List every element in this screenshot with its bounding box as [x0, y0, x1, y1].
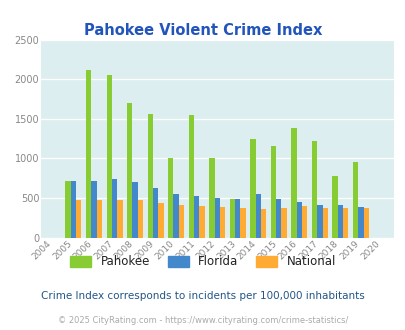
- Text: Crime Index corresponds to incidents per 100,000 inhabitants: Crime Index corresponds to incidents per…: [41, 291, 364, 301]
- Bar: [296, 202, 301, 238]
- Bar: [255, 194, 260, 238]
- Bar: [332, 176, 337, 238]
- Bar: [220, 207, 225, 238]
- Text: © 2025 CityRating.com - https://www.cityrating.com/crime-statistics/: © 2025 CityRating.com - https://www.city…: [58, 316, 347, 325]
- Bar: [188, 115, 194, 238]
- Bar: [65, 181, 70, 238]
- Bar: [281, 208, 286, 238]
- Bar: [158, 203, 163, 238]
- Bar: [337, 205, 342, 238]
- Bar: [357, 207, 363, 238]
- Bar: [86, 71, 91, 238]
- Bar: [352, 162, 357, 238]
- Bar: [106, 75, 112, 238]
- Bar: [168, 158, 173, 238]
- Bar: [229, 199, 234, 238]
- Bar: [209, 158, 214, 238]
- Bar: [249, 139, 255, 238]
- Text: Pahokee Violent Crime Index: Pahokee Violent Crime Index: [83, 23, 322, 38]
- Legend: Pahokee, Florida, National: Pahokee, Florida, National: [65, 250, 340, 273]
- Bar: [173, 194, 178, 238]
- Bar: [127, 103, 132, 238]
- Bar: [301, 206, 307, 238]
- Bar: [96, 200, 102, 238]
- Bar: [76, 200, 81, 238]
- Bar: [240, 208, 245, 238]
- Bar: [270, 146, 275, 238]
- Bar: [70, 181, 76, 238]
- Bar: [112, 179, 117, 238]
- Bar: [260, 209, 266, 238]
- Bar: [137, 200, 143, 238]
- Bar: [147, 115, 153, 238]
- Bar: [322, 208, 327, 238]
- Bar: [199, 206, 204, 238]
- Bar: [311, 141, 316, 238]
- Bar: [91, 181, 96, 238]
- Bar: [342, 208, 347, 238]
- Bar: [363, 208, 368, 238]
- Bar: [275, 199, 281, 238]
- Bar: [153, 188, 158, 238]
- Bar: [291, 128, 296, 238]
- Bar: [214, 198, 220, 238]
- Bar: [316, 205, 322, 238]
- Bar: [234, 199, 240, 238]
- Bar: [132, 182, 137, 238]
- Bar: [117, 200, 122, 238]
- Bar: [194, 196, 199, 238]
- Bar: [178, 205, 184, 238]
